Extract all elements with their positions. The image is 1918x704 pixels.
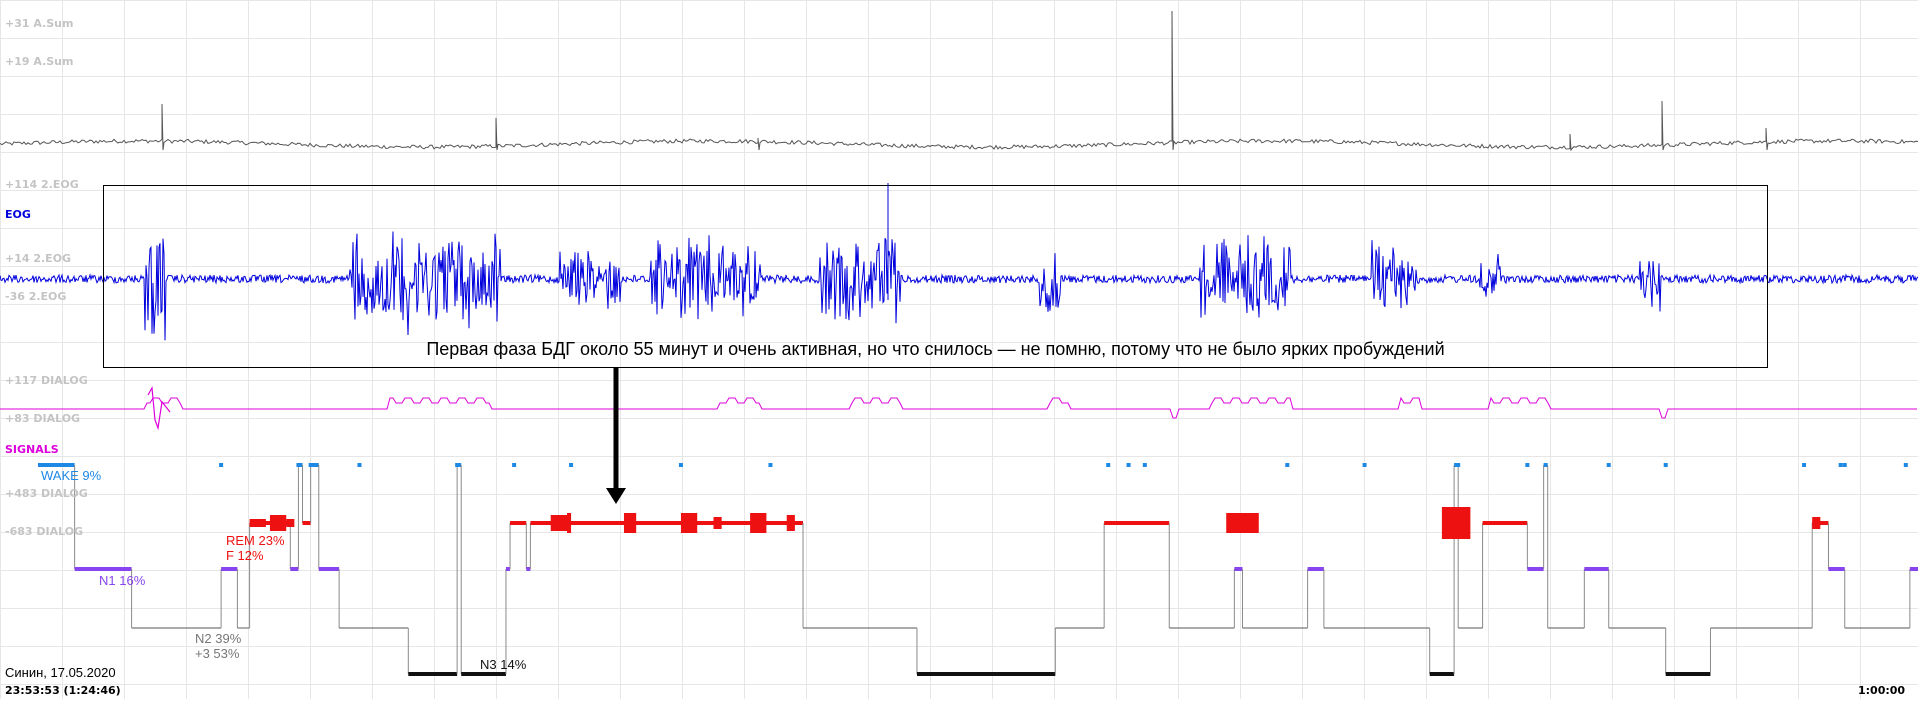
wake-blip	[1142, 463, 1147, 467]
hypnogram-layer	[38, 463, 1918, 676]
wake-blip	[1838, 463, 1843, 467]
wake-blip	[768, 463, 773, 467]
eog-scale-label-3: -36 2.EOG	[5, 290, 67, 303]
dialog-artifact	[147, 386, 171, 431]
dialog-scale-label-3: +483 DIALOG	[5, 487, 88, 500]
rem-intensity-block	[1812, 517, 1821, 529]
wake-blip	[455, 463, 460, 467]
asum-signal-layer	[0, 10, 1918, 152]
wake-blip	[1456, 463, 1461, 467]
rem-intensity-block	[623, 513, 637, 533]
asum-trace	[0, 10, 1918, 152]
annotation-arrow-layer	[606, 368, 626, 504]
rem-intensity-block	[786, 515, 795, 531]
time-scale-label: 1:00:00	[1858, 684, 1906, 697]
wake-blip	[1606, 463, 1611, 467]
wake-blip	[1362, 463, 1367, 467]
stage-label-n3: N3 14%	[480, 657, 527, 672]
wake-blip	[678, 463, 683, 467]
dialog-trace	[0, 396, 1917, 419]
eog-signal-layer	[0, 183, 1918, 341]
signals-channel-title: SIGNALS	[5, 443, 59, 456]
annotation-arrow-head	[606, 488, 626, 504]
wake-blip	[1126, 463, 1131, 467]
wake-blip	[1802, 463, 1807, 467]
rem-intensity-block	[1441, 507, 1471, 539]
stage-label-n2: N2 39%	[195, 631, 242, 646]
rem-intensity-block	[713, 517, 722, 529]
stage-label-wake: WAKE 9%	[41, 468, 102, 483]
stage-label-rem: REM 23%	[226, 533, 285, 548]
rem-intensity-block	[680, 513, 698, 533]
asum-scale-label-2: +19 A.Sum	[5, 55, 74, 68]
eog-scale-label-1: +114 2.EOG	[5, 178, 79, 191]
wake-blip	[296, 463, 301, 467]
asum-scale-label-1: +31 A.Sum	[5, 17, 74, 30]
stage-label-plus3: +3 53%	[195, 646, 240, 661]
wake-blip	[1842, 463, 1847, 467]
dialog-scale-label-2: +83 DIALOG	[5, 412, 81, 425]
rem-intensity-block	[1226, 513, 1259, 533]
wake-blip	[1663, 463, 1668, 467]
rem-intensity-block	[550, 515, 568, 531]
rem-intensity-block	[750, 513, 767, 533]
wake-blip	[569, 463, 574, 467]
patient-date-label: Синин, 17.05.2020	[5, 665, 116, 680]
wake-blip	[1285, 463, 1290, 467]
dialog-scale-label-4: -683 DIALOG	[5, 525, 84, 538]
wake-blip	[219, 463, 224, 467]
eog-scale-label-2: +14 2.EOG	[5, 252, 72, 265]
dialog-scale-label-1: +117 DIALOG	[5, 374, 88, 387]
rem-intensity-block	[249, 519, 266, 527]
rem-intensity-block	[269, 515, 287, 531]
stage-label-n1: N1 16%	[99, 573, 146, 588]
rem-intensity-block	[286, 519, 295, 527]
rem-intensity-block	[567, 513, 572, 533]
stage-label-f: F 12%	[226, 548, 264, 563]
wake-blip	[1106, 463, 1111, 467]
wake-blip	[1525, 463, 1530, 467]
wake-blip	[308, 463, 313, 467]
start-time-label: 23:53:53 (1:24:46)	[5, 684, 121, 697]
wake-blip	[357, 463, 362, 467]
eog-channel-title: EOG	[5, 208, 31, 221]
eog-trace	[0, 231, 1918, 341]
wake-blip	[512, 463, 517, 467]
wake-blip	[1903, 463, 1908, 467]
dialog-signal-layer	[0, 386, 1917, 431]
